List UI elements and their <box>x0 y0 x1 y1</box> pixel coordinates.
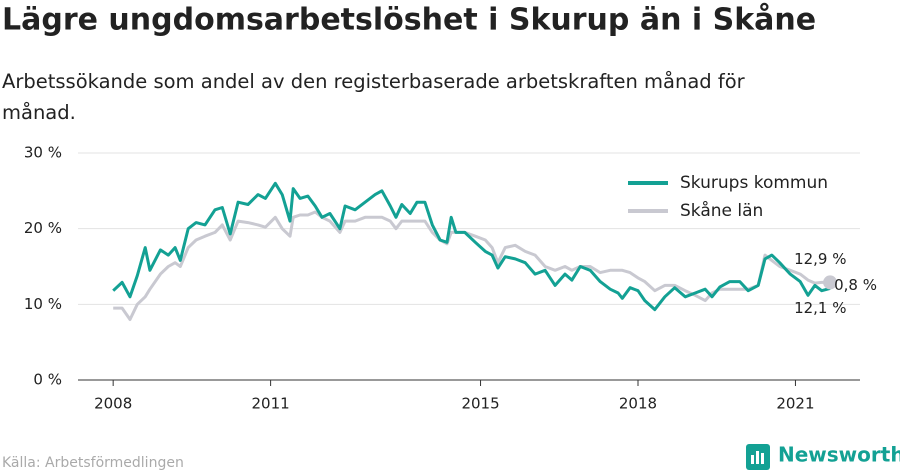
x-tick-label: 2018 <box>619 395 657 413</box>
x-tick-label: 2015 <box>461 395 499 413</box>
source: Källa: Arbetsförmedlingen <box>2 455 184 471</box>
x-tick-label: 2008 <box>94 395 132 413</box>
y-tick-label: 30 % <box>24 144 62 162</box>
legend-label: Skåne län <box>680 200 763 221</box>
x-tick-label: 2021 <box>776 395 814 413</box>
series-line <box>112 181 831 312</box>
y-tick-label: 10 % <box>24 295 62 313</box>
brand-name: Newsworthy <box>778 443 900 467</box>
y-tick-label: 20 % <box>24 219 62 237</box>
chart-subtitle: Arbetssökande som andel av den registerb… <box>2 70 746 124</box>
brand-logo: Newsworthy <box>746 443 900 470</box>
end-marker <box>823 275 838 290</box>
x-tick-label: 2011 <box>252 395 290 413</box>
legend-label: Skurups kommun <box>680 173 828 193</box>
chart-title: Lägre ungdomsarbetslöshet i Skurup än i … <box>2 2 816 38</box>
y-tick-label: 0 % <box>33 371 62 389</box>
annotation: 12,9 % <box>794 250 846 268</box>
series-line <box>113 210 831 321</box>
annotation: 0,8 % <box>834 276 877 294</box>
annotation: 12,1 % <box>794 299 846 317</box>
